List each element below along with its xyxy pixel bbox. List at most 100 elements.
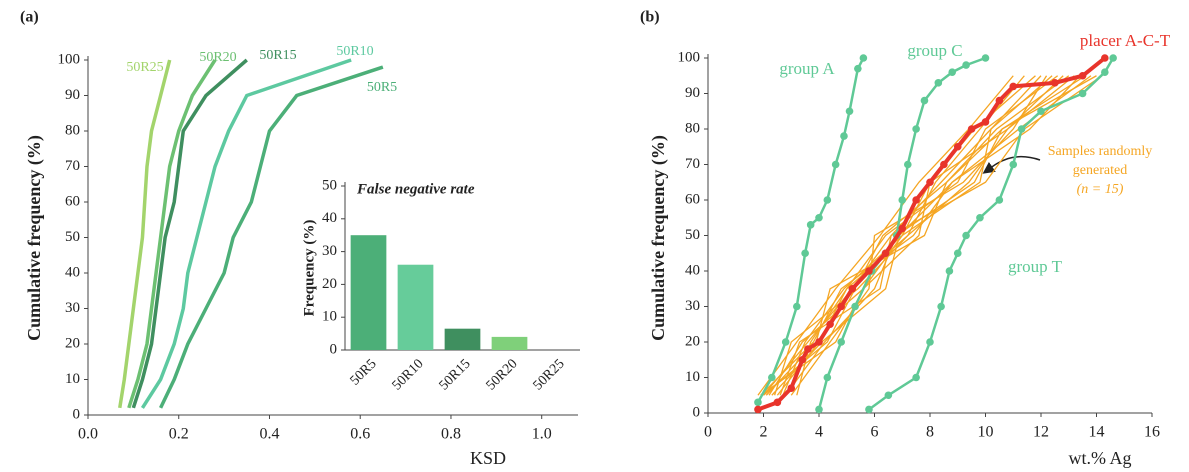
x-tick-label: 50R10 [390,356,427,393]
point [937,302,945,311]
series-line [817,56,986,410]
y-tick-label: 10 [685,369,700,385]
point [823,373,832,382]
y-tick-label: 20 [65,335,80,351]
annotation-arrow [982,155,1041,174]
point [898,196,907,204]
point [787,384,796,392]
point [815,338,823,346]
point [976,213,984,222]
x-tick-label: 0.2 [169,426,189,443]
point [884,391,893,400]
point [781,338,790,346]
point [981,54,990,62]
bar [491,336,528,350]
series-label: 50R25 [126,60,163,75]
y-axis-label: Frequency (%) [301,220,317,317]
series-label: group T [1008,257,1063,276]
x-axis-label: KSD [470,448,506,468]
series-label: placer A-C-T [1080,31,1171,50]
point [967,125,976,133]
series-line [785,75,1097,396]
series-line [140,58,352,409]
point [1078,71,1087,80]
point [865,405,873,414]
series-line [127,59,217,409]
point [1017,125,1026,133]
point [1101,68,1109,76]
y-tick-label: 60 [685,191,700,207]
panel-label: (a) [20,9,39,26]
x-tick-label: 2 [760,424,768,441]
y-tick-label: 0 [693,404,701,420]
point [768,373,776,382]
y-tick-label: 20 [322,276,337,292]
bar [397,264,434,350]
point [840,132,848,140]
y-tick-label: 80 [685,120,700,136]
annotation: generated [1073,163,1127,178]
point [1101,54,1109,62]
point [953,142,962,151]
bar [350,235,387,350]
point [934,79,943,87]
x-tick-label: 0 [704,424,712,441]
point [912,125,920,133]
point [804,345,812,353]
point [1037,107,1045,116]
x-axis-label: wt.% Ag [1069,448,1132,468]
series-line [796,75,1064,396]
point [1009,82,1018,91]
x-tick-label: 0.6 [350,426,370,443]
point [904,160,912,169]
point [995,196,1004,204]
point [981,118,990,126]
y-tick-label: 70 [685,156,700,172]
point [920,96,929,105]
x-tick-label: 1.0 [532,426,552,443]
annotation: Samples randomly [1048,144,1153,159]
y-tick-label: 10 [65,371,80,387]
y-tick-label: 70 [65,158,80,174]
x-tick-label: 8 [926,424,934,441]
point [837,302,845,311]
y-tick-label: 40 [65,264,80,280]
x-tick-label: 0.0 [78,426,98,443]
point [801,249,809,258]
y-tick-label: 50 [322,177,337,193]
series-label: 50R5 [367,80,397,95]
series-line [763,75,1086,396]
y-axis-label: Cumulative frequency (%) [648,135,669,341]
point [945,267,954,275]
y-axis-label: Cumulative frequency (%) [24,135,45,341]
point [865,267,873,275]
x-tick-label: 6 [871,424,879,441]
y-tick-label: 40 [685,262,700,278]
point [940,160,948,169]
series-label: 50R10 [336,44,373,59]
point [837,338,845,346]
x-tick-label: 50R25 [531,356,568,393]
point [831,160,840,169]
point [854,64,862,73]
point [845,107,854,116]
point [798,355,807,364]
y-tick-label: 30 [685,298,700,314]
series-label: 50R15 [259,48,296,63]
y-tick-label: 40 [322,210,337,226]
y-tick-label: 0 [73,406,81,422]
point [1009,160,1018,169]
series-line [159,65,384,409]
x-tick-label: 4 [815,424,823,441]
series-label: 50R20 [199,50,236,65]
point [859,54,868,62]
y-tick-label: 50 [685,227,700,243]
panel-label: (b) [640,9,660,26]
point [851,302,859,311]
point [1051,79,1059,87]
series-line [868,57,1115,411]
point [995,96,1004,105]
x-tick-label: 50R5 [348,356,380,388]
point [754,398,762,407]
